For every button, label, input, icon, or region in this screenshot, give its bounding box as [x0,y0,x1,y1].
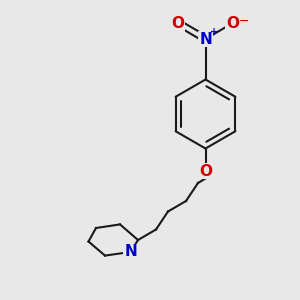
Text: +: + [210,27,219,38]
Text: O: O [171,16,184,32]
Text: N: N [199,32,212,46]
Text: N: N [124,244,137,260]
Text: O: O [226,16,239,32]
Text: −: − [238,14,249,28]
Text: O: O [199,164,212,178]
